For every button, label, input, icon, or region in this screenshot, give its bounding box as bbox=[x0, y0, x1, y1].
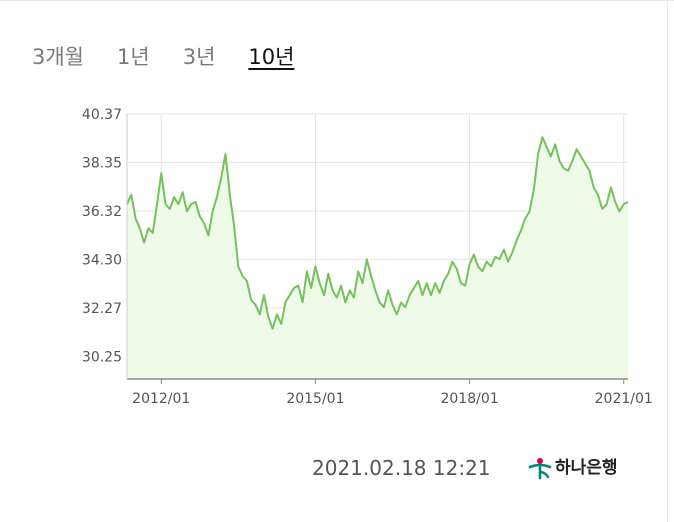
top-divider bbox=[0, 0, 674, 1]
y-tick-label: 30.25 bbox=[82, 349, 122, 365]
tab-1-year[interactable]: 1년 bbox=[117, 45, 150, 69]
y-tick-label: 32.27 bbox=[82, 301, 122, 317]
period-tabs: 3개월 1년 3년 10년 bbox=[32, 44, 327, 70]
y-tick-label: 38.35 bbox=[82, 155, 122, 171]
x-tick-label: 2021/01 bbox=[595, 391, 653, 407]
hana-bank-logo-icon bbox=[528, 458, 552, 480]
update-timestamp: 2021.02.18 12:21 bbox=[312, 456, 491, 480]
y-tick-label: 34.30 bbox=[82, 252, 122, 268]
tab-3-months[interactable]: 3개월 bbox=[32, 45, 85, 69]
tab-10-years[interactable]: 10년 bbox=[248, 45, 295, 69]
tab-3-years[interactable]: 3년 bbox=[182, 45, 216, 69]
y-tick-label: 40.37 bbox=[82, 107, 122, 123]
brand-name: 하나은행 bbox=[555, 458, 618, 478]
x-tick-label: 2012/01 bbox=[132, 391, 190, 407]
brand: 하나은행 bbox=[527, 456, 618, 480]
series-line bbox=[126, 136, 629, 330]
x-tick-label: 2015/01 bbox=[286, 391, 344, 407]
chart-footer: 2021.02.18 12:21 하나은행 bbox=[0, 454, 674, 484]
price-chart: 40.37 38.35 36.32 34.30 32.27 30.25 2012/01 201… bbox=[82, 107, 653, 407]
x-tick-label: 2018/01 bbox=[440, 391, 498, 407]
y-tick-label: 36.32 bbox=[82, 204, 122, 220]
right-divider bbox=[667, 0, 668, 522]
series-area bbox=[127, 137, 628, 379]
